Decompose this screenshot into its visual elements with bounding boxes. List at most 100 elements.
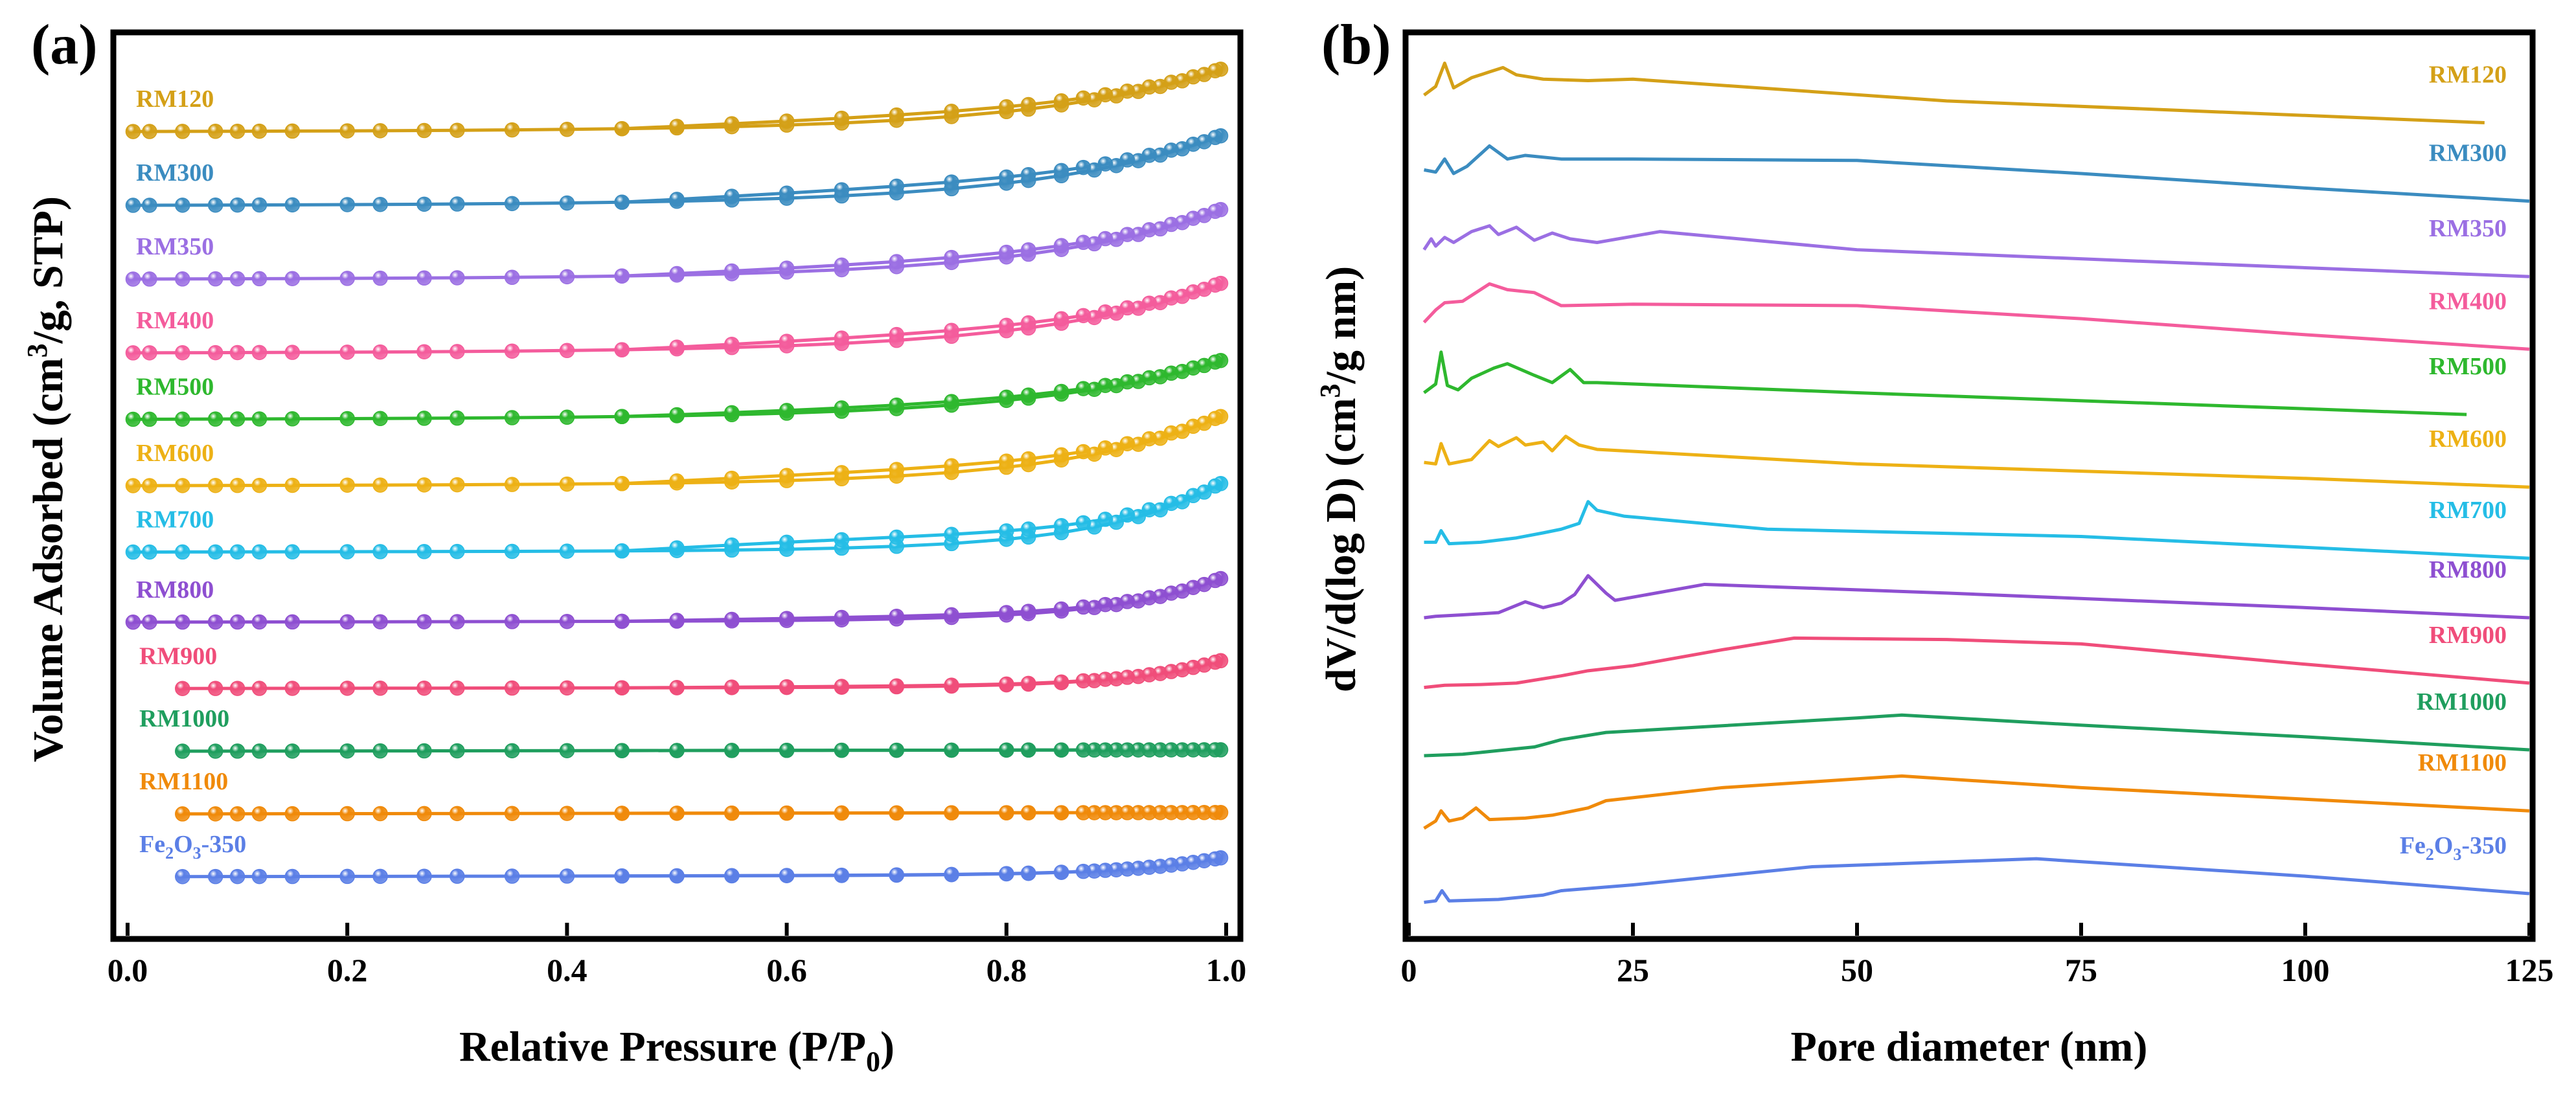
data-point xyxy=(1141,805,1157,820)
data-point xyxy=(944,805,959,821)
data-point xyxy=(889,529,904,545)
data-point xyxy=(1053,93,1069,109)
data-point xyxy=(944,866,959,883)
data-point xyxy=(944,174,959,190)
panel-b-x-tick-label: 75 xyxy=(2065,952,2097,988)
data-point xyxy=(175,614,190,630)
data-point xyxy=(1097,231,1113,247)
data-point xyxy=(1097,87,1113,103)
data-point xyxy=(944,104,959,119)
data-point xyxy=(1185,360,1201,376)
data-point xyxy=(1207,277,1223,293)
data-point xyxy=(559,269,575,285)
data-point xyxy=(669,806,685,821)
data-point xyxy=(779,333,795,349)
data-point xyxy=(779,743,795,758)
data-point xyxy=(779,113,795,129)
data-point xyxy=(339,271,355,286)
data-point xyxy=(1119,861,1135,877)
data-point xyxy=(1119,436,1135,451)
data-point xyxy=(504,806,520,821)
data-point xyxy=(1075,90,1091,106)
data-point xyxy=(1053,864,1069,880)
panel-a-x-title-close: ) xyxy=(880,1023,895,1070)
data-point xyxy=(1141,295,1157,311)
data-point xyxy=(779,185,795,201)
data-point xyxy=(339,477,355,493)
series-line-rm300 xyxy=(1424,144,2530,203)
series-label-rm400: RM400 xyxy=(2429,288,2507,315)
data-point xyxy=(284,544,301,559)
data-point xyxy=(207,124,223,139)
data-point xyxy=(207,681,223,696)
series-rm1000 xyxy=(175,742,1229,759)
data-point xyxy=(1097,863,1113,878)
data-point xyxy=(1163,742,1179,758)
data-point xyxy=(504,680,520,696)
data-point xyxy=(1020,604,1036,619)
panel-a-x-title-main: Relative Pressure (P/P xyxy=(459,1023,866,1070)
series-rm300 xyxy=(125,128,1229,213)
panel-b-y-axis-title: dV/d(log D) (cm3/g nm) xyxy=(1314,266,1365,692)
series-line-rm600 xyxy=(1424,435,2530,489)
data-point xyxy=(229,411,245,427)
data-point xyxy=(1020,675,1036,692)
data-point xyxy=(559,122,575,137)
data-point xyxy=(207,477,223,493)
series-label-rm1000: RM1000 xyxy=(2417,688,2507,716)
data-point xyxy=(229,544,245,560)
data-point xyxy=(251,806,268,822)
data-point xyxy=(999,866,1014,881)
data-point xyxy=(889,397,904,413)
data-point xyxy=(175,411,190,427)
data-point xyxy=(559,343,575,359)
data-point xyxy=(1020,451,1036,467)
data-point xyxy=(1207,203,1223,220)
data-point xyxy=(450,410,465,426)
data-point xyxy=(284,344,301,360)
data-point xyxy=(251,411,268,427)
data-point xyxy=(614,476,630,491)
data-point xyxy=(614,543,630,559)
data-point xyxy=(724,405,740,421)
data-point xyxy=(834,805,850,821)
data-point xyxy=(779,260,795,276)
data-point xyxy=(1185,488,1201,504)
data-point xyxy=(207,743,223,759)
data-point xyxy=(339,743,355,759)
series-rm400 xyxy=(125,275,1229,361)
data-point xyxy=(889,805,904,821)
data-point xyxy=(1053,383,1069,400)
panel-b-x-tick-label: 125 xyxy=(2505,952,2554,988)
panel-a-y-title-pre: Volume Adsorbed (cm xyxy=(25,357,72,762)
series-label-rm300: RM300 xyxy=(136,159,214,186)
data-point xyxy=(284,614,301,630)
data-point xyxy=(669,473,685,489)
data-point xyxy=(889,742,904,758)
series-rm800 xyxy=(125,570,1229,630)
panel-b-x-tick-label: 25 xyxy=(1617,952,1649,988)
data-point xyxy=(889,178,904,194)
data-point xyxy=(175,271,190,287)
data-point xyxy=(999,676,1014,692)
data-point xyxy=(504,743,520,759)
series-label-rm900: RM900 xyxy=(139,642,217,670)
data-point xyxy=(614,806,630,821)
data-point xyxy=(1119,507,1135,523)
data-point xyxy=(207,544,223,560)
data-point xyxy=(284,197,301,213)
data-point xyxy=(207,868,223,885)
data-point xyxy=(450,196,465,212)
data-point xyxy=(229,681,245,696)
data-point xyxy=(1119,594,1135,609)
panel-b-x-axis-title: Pore diameter (nm) xyxy=(1790,1023,2147,1070)
data-point xyxy=(834,110,850,126)
series-line-rm350 xyxy=(1422,224,2530,278)
panel-b-series-labels: RM120 RM300 RM350 RM400 RM500 RM600 RM700 RM800… xyxy=(2400,62,2507,864)
data-point xyxy=(999,805,1014,820)
data-point xyxy=(372,868,388,885)
data-point xyxy=(614,120,630,137)
data-point xyxy=(251,681,268,696)
data-point xyxy=(944,394,959,409)
data-point xyxy=(1053,805,1069,820)
